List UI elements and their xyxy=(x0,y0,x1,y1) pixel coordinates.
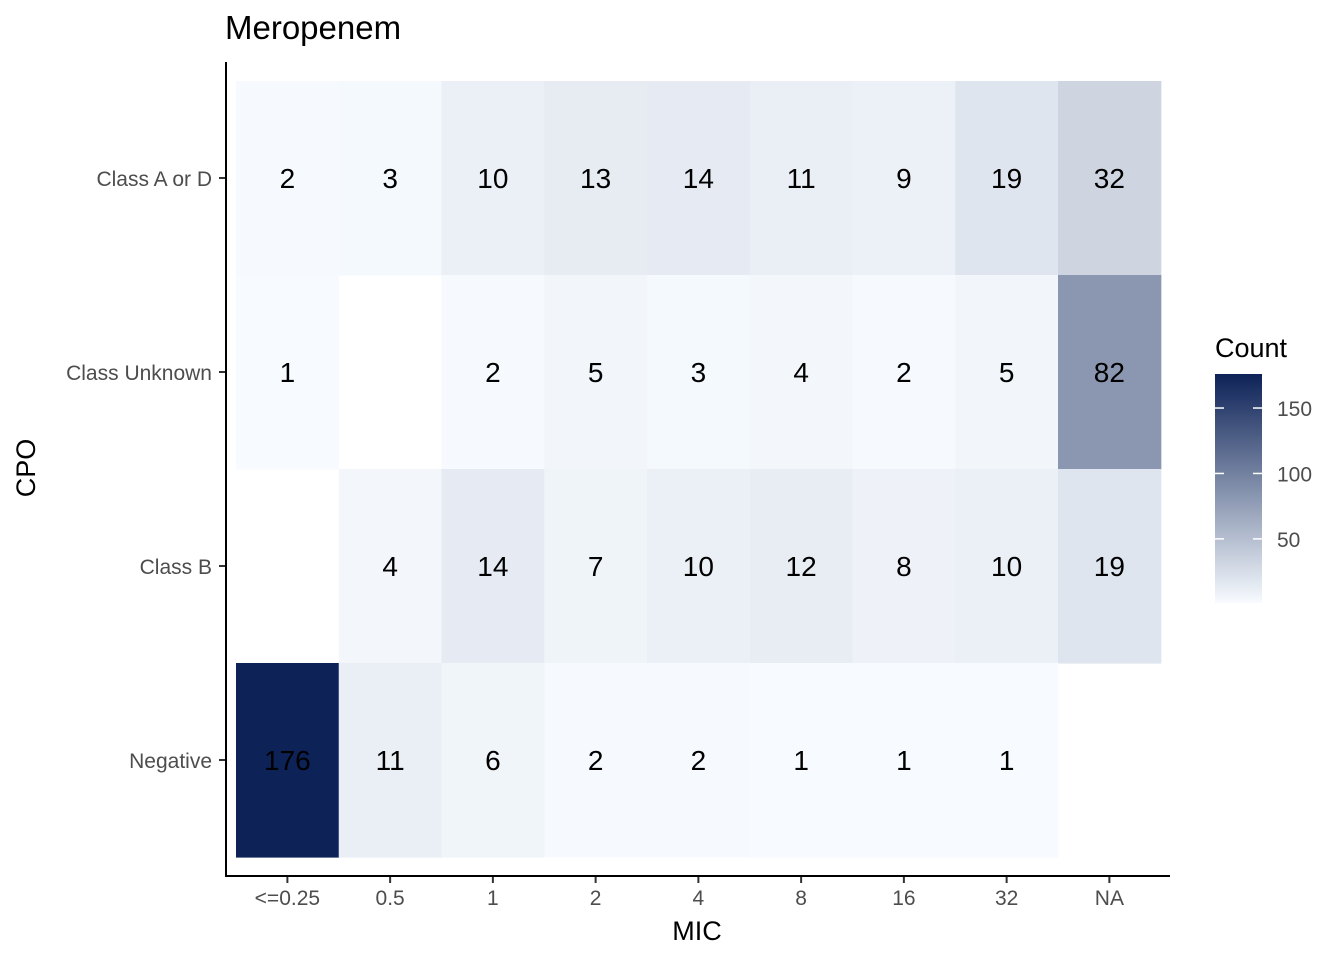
cell-value-label: 9 xyxy=(896,163,912,194)
x-tick-label: 1 xyxy=(487,887,499,910)
heatmap-cell xyxy=(1058,469,1162,664)
heatmap-cell xyxy=(852,663,956,858)
x-tick-label: 4 xyxy=(693,887,705,910)
cell-value-label: 10 xyxy=(477,163,508,194)
x-tick-label: 32 xyxy=(995,887,1018,910)
legend-ticks: 50 100 150 xyxy=(1215,398,1312,552)
cell-value-label: 14 xyxy=(683,163,714,194)
legend-tick-label: 150 xyxy=(1277,398,1312,421)
x-axis-title: MIC xyxy=(672,916,722,946)
x-tick-label: 0.5 xyxy=(376,887,405,910)
heatmap-cell xyxy=(647,81,751,276)
cell-value-label: 1 xyxy=(896,745,912,776)
heatmap-cell xyxy=(441,663,545,858)
heatmap-cell xyxy=(236,81,340,276)
legend-tick-label: 50 xyxy=(1277,529,1300,552)
cell-value-label: 2 xyxy=(280,163,296,194)
cell-value-label: 32 xyxy=(1094,163,1125,194)
heatmap-cell xyxy=(955,81,1059,276)
cell-value-label: 11 xyxy=(376,745,405,776)
cell-value-label: 19 xyxy=(1094,551,1125,582)
cell-value-label: 3 xyxy=(382,163,398,194)
heatmap-cell xyxy=(647,469,751,664)
x-tick-label: 16 xyxy=(892,887,915,910)
y-axis-title: CPO xyxy=(11,439,41,498)
y-axis-ticks: Class A or D Class Unknown Class B Negative xyxy=(66,168,225,773)
heatmap-cell xyxy=(441,81,545,276)
heatmap-cell xyxy=(955,275,1059,470)
cell-value-label: 13 xyxy=(580,163,611,194)
heatmap-cell xyxy=(749,81,854,276)
cell-value-label: 1 xyxy=(793,745,809,776)
heatmap-cell xyxy=(852,275,956,470)
heatmap-cell xyxy=(852,469,956,664)
cell-value-label: 2 xyxy=(896,357,912,388)
cell-value-label: 3 xyxy=(691,357,707,388)
heatmap-cell xyxy=(749,663,854,858)
x-tick-label: NA xyxy=(1095,887,1124,910)
cell-value-label: 5 xyxy=(588,357,604,388)
y-tick-label: Negative xyxy=(129,750,212,773)
cell-value-label: 12 xyxy=(786,551,817,582)
heatmap-cell xyxy=(647,663,751,858)
cell-value-label: 2 xyxy=(588,745,604,776)
cell-value-label: 176 xyxy=(264,745,311,776)
cell-value-label: 10 xyxy=(991,551,1022,582)
heatmap-cell xyxy=(749,275,854,470)
legend-colorbar xyxy=(1215,374,1262,603)
heatmap-cell xyxy=(236,275,340,470)
x-tick-label: 2 xyxy=(590,887,602,910)
y-tick-label: Class A or D xyxy=(96,168,212,191)
heatmap-cell xyxy=(852,81,956,276)
heatmap-cell xyxy=(955,663,1059,858)
heatmap-cell xyxy=(236,663,340,858)
cell-value-label: 14 xyxy=(477,551,508,582)
heatmap-cell xyxy=(1058,275,1162,470)
cell-value-label: 4 xyxy=(793,357,809,388)
legend-tick-label: 100 xyxy=(1277,463,1312,486)
heatmap-cell xyxy=(955,469,1059,664)
cell-value-label: 10 xyxy=(683,551,714,582)
heatmap-cell xyxy=(749,469,854,664)
cell-value-label: 11 xyxy=(787,163,816,194)
x-tick-label: <=0.25 xyxy=(255,887,320,910)
heatmap-cell xyxy=(647,275,751,470)
cell-value-label: 5 xyxy=(999,357,1015,388)
heatmap-cell xyxy=(441,275,545,470)
heatmap-cell xyxy=(338,663,443,858)
heatmap-cell xyxy=(441,469,545,664)
y-tick-label: Class B xyxy=(140,556,212,579)
color-legend: Count 50 100 150 xyxy=(1215,333,1312,603)
x-axis-ticks: <=0.25 0.5 1 2 4 8 16 32 NA xyxy=(255,877,1124,910)
cell-value-label: 2 xyxy=(485,357,501,388)
y-tick-label: Class Unknown xyxy=(66,362,212,385)
legend-title: Count xyxy=(1215,333,1288,363)
cell-value-label: 7 xyxy=(588,551,604,582)
cell-value-label: 4 xyxy=(382,551,398,582)
cell-value-label: 1 xyxy=(999,745,1015,776)
heatmap-cell xyxy=(1058,81,1162,276)
heatmap-cell-labels: 2 3 10 13 14 11 9 19 321 2 5 3 4 2 5 824 14 7 10 12 8 10 19176… xyxy=(264,163,1125,776)
cell-value-label: 82 xyxy=(1094,357,1125,388)
heatmap-cell xyxy=(338,469,443,664)
heatmap-cell xyxy=(338,81,443,276)
heatmap-cells xyxy=(236,81,1162,858)
chart-title: Meropenem xyxy=(225,9,401,46)
heatmap-cell xyxy=(544,81,648,276)
heatmap-cell xyxy=(544,469,648,664)
cell-value-label: 19 xyxy=(991,163,1022,194)
cell-value-label: 2 xyxy=(691,745,707,776)
heatmap-cell xyxy=(544,275,648,470)
cell-value-label: 8 xyxy=(896,551,912,582)
cell-value-label: 6 xyxy=(485,745,501,776)
cell-value-label: 1 xyxy=(280,357,296,388)
heatmap-cell xyxy=(544,663,648,858)
x-tick-label: 8 xyxy=(795,887,807,910)
